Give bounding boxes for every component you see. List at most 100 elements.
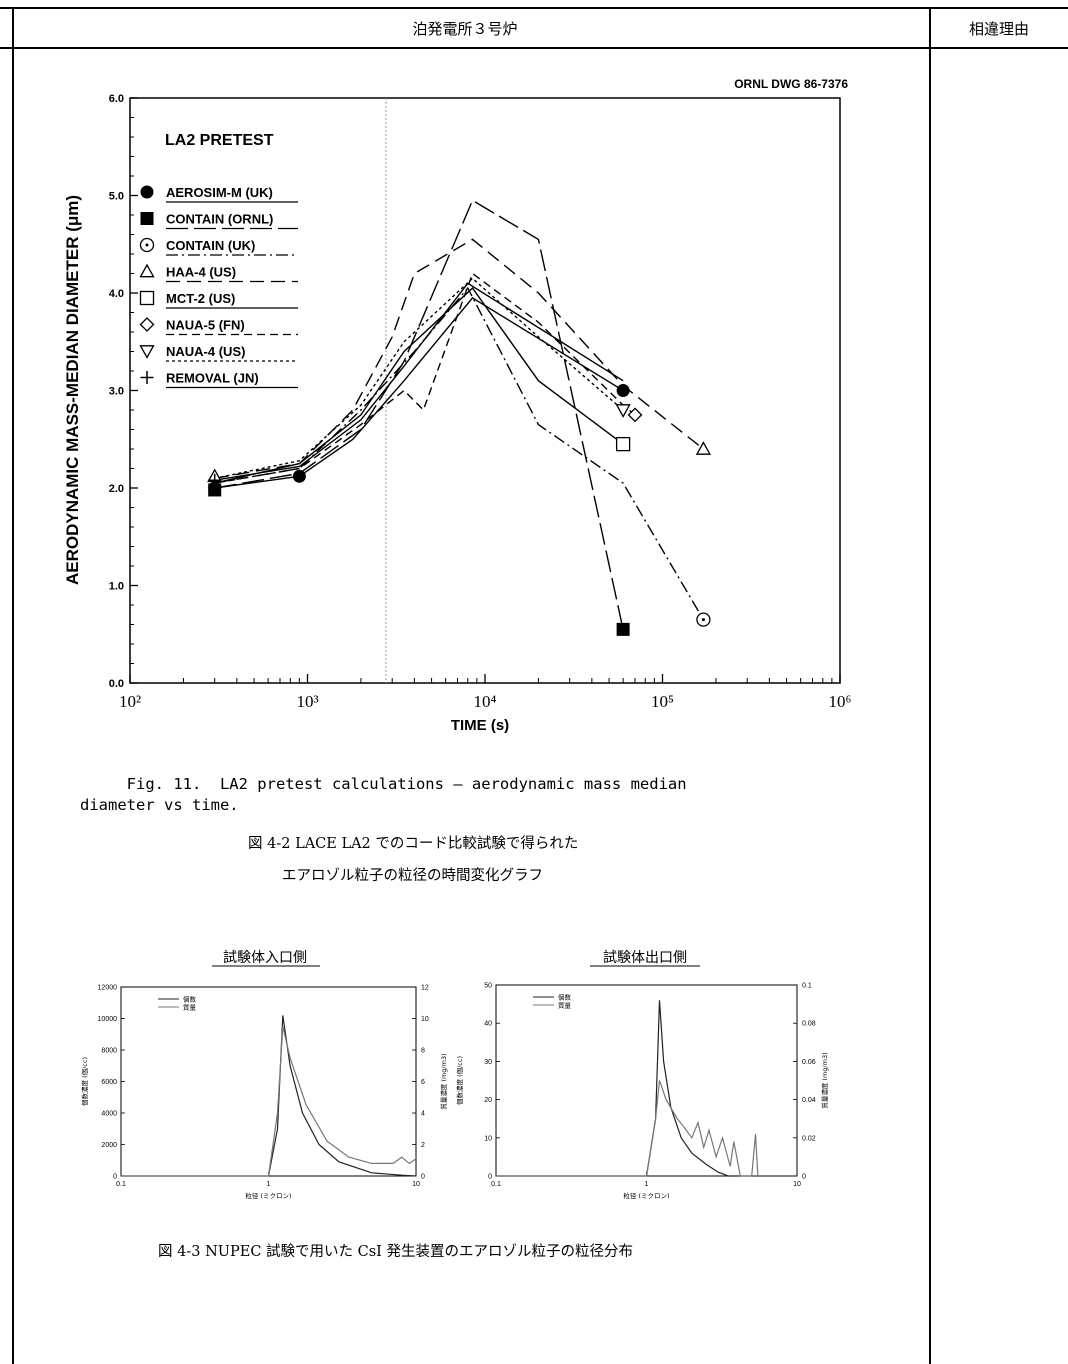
header-title: 泊発電所３号炉 xyxy=(412,20,518,38)
fig1-marker-contain-uk-dot xyxy=(701,618,705,622)
fig2-right-plot-frame xyxy=(495,984,798,1177)
fig2-right-x-axis-label: 粒径 (ミクロン) xyxy=(623,1191,669,1200)
left-column-border xyxy=(12,7,14,1364)
fig2-left-axes: 0 2000 4000 6000 8000 10000 12000 0 2 4 6 8 10 12 0.1 1… xyxy=(80,985,448,1201)
fig1-legend-label-contain-ornl: CONTAIN (ORNL) xyxy=(166,212,273,227)
fig1-marker-aerosim-m-uk xyxy=(292,469,306,483)
fig2-left-series xyxy=(121,1015,417,1177)
fig2-left-series-mass xyxy=(121,1026,417,1177)
fig2-left-title: 試験体入口側 xyxy=(223,950,307,966)
fig1-legend-marker-contain-uk-dot xyxy=(145,243,149,247)
header-reason: 相違理由 xyxy=(968,20,1029,38)
fig1-series-haa-4-us xyxy=(214,238,704,479)
fig1-xtick-label: 10⁴ xyxy=(474,692,497,711)
fig2-right-legend-label-count: 個数 xyxy=(558,993,572,1002)
fig1-series-mct-2-us xyxy=(214,287,624,484)
fig2-right-y2tick-label: 0.08 xyxy=(802,1021,816,1028)
fig2-left-series-count xyxy=(121,1015,417,1177)
fig1-legend-marker-aerosim-m-uk xyxy=(140,185,154,199)
fig1-marker-contain-ornl xyxy=(208,483,222,497)
fig2-right-xtick-label: 0.1 xyxy=(491,1181,501,1188)
fig1-y-axis-label: AERODYNAMIC MASS-MEDIAN DIAMETER (μm) xyxy=(63,195,82,585)
header-bottom-border xyxy=(0,47,1068,49)
fig2-right-y2tick-label: 0 xyxy=(802,1174,806,1181)
fig2-right-y2-axis-label: 質量濃度 (mg/m3) xyxy=(820,1052,829,1108)
fig1-y-axis: 0.0 1.0 2.0 3.0 4.0 5.0 6.0 xyxy=(109,93,138,690)
fig1-legend-label-mct-2-us: MCT-2 (US) xyxy=(166,291,235,306)
fig2-left-ytick-label: 6000 xyxy=(101,1079,117,1086)
fig1-ytick-label: 6.0 xyxy=(109,93,124,105)
fig2-left-chart: 試験体入口側 0 2000 4000 6000 8000 10000 12000 0 2 4 6 8 1… xyxy=(80,950,448,1200)
fig2-right-ytick-label: 20 xyxy=(484,1097,492,1104)
fig1-marker-aerosim-m-uk xyxy=(616,384,630,397)
fig1-legend: AEROSIM-M (UK) CONTAIN (ORNL) CONTAIN (UK)… xyxy=(139,185,298,389)
fig1-legend-label-naua-5-fn: NAUA-5 (FN) xyxy=(166,318,245,333)
top-border xyxy=(0,7,1068,9)
fig1-marker-haa-4-us xyxy=(695,441,712,455)
fig2-left-plot-frame xyxy=(120,986,417,1177)
fig2-left-y2tick-label: 6 xyxy=(421,1079,425,1086)
fig2-right-ytick-label: 10 xyxy=(484,1135,492,1142)
fig1-ytick-label: 0.0 xyxy=(109,678,124,690)
fig1-ytick-label: 1.0 xyxy=(109,581,124,593)
fig2-right-y2tick-label: 0.02 xyxy=(802,1135,816,1142)
fig1-xtick-label: 10² xyxy=(119,692,141,711)
fig2-left-y2tick-label: 12 xyxy=(421,985,429,992)
fig1-caption-en-line1: Fig. 11. LA2 pretest calculations — aero… xyxy=(80,775,687,793)
fig2-left-ytick-label: 4000 xyxy=(101,1111,117,1118)
fig1-xtick-label: 10³ xyxy=(296,692,318,711)
fig1-legend-marker-removal-jn xyxy=(140,371,154,384)
fig2-left-y2tick-label: 4 xyxy=(421,1111,425,1118)
fig1-chart: ORNL DWG 86-7376 LA2 PRETEST 0.0 1.0 2.0 3.… xyxy=(63,77,852,734)
fig2-right-series-mass xyxy=(496,1080,759,1177)
fig1-legend-marker-mct-2-us xyxy=(139,290,155,306)
fig1-marker-naua-4-us xyxy=(615,404,631,418)
fig2-left-y2tick-label: 2 xyxy=(421,1142,425,1149)
fig1-marker-removal-jn xyxy=(208,473,222,487)
fig2-right-ytick-label: 40 xyxy=(484,1021,492,1028)
fig2-left-ytick-label: 0 xyxy=(113,1174,117,1181)
fig2-right-y-axis-label: 個数濃度 (個/cc) xyxy=(455,1056,464,1105)
fig1-series-naua-4-us xyxy=(214,277,624,479)
fig1-legend-marker-haa-4-us xyxy=(139,263,155,278)
fig1-caption-jp-line2: エアロゾル粒子の粒径の時間変化グラフ xyxy=(282,868,543,884)
fig1-marker-mct-2-us xyxy=(615,436,631,452)
right-column-border xyxy=(929,7,931,1364)
fig2-left-y2tick-label: 0 xyxy=(421,1174,425,1181)
fig2-right-y2tick-label: 0.04 xyxy=(802,1097,816,1104)
fig1-legend-marker-naua-4-us xyxy=(139,345,155,359)
fig1-caption-en-line2: diameter vs time. xyxy=(80,796,239,814)
fig2-right-ytick-label: 30 xyxy=(484,1059,492,1066)
fig1-x-axis: 10² 10³ 10⁴ 10⁵ 10⁶ xyxy=(119,674,852,711)
fig1-series-removal-jn xyxy=(214,282,624,481)
fig1-xtick-label: 10⁶ xyxy=(829,692,852,711)
fig2-left-legend-label-count: 個数 xyxy=(183,995,197,1004)
fig2-right-title: 試験体出口側 xyxy=(603,950,687,966)
fig1-legend-label-aerosim-m-uk: AEROSIM-M (UK) xyxy=(166,185,273,200)
fig2-left-xtick-label: 1 xyxy=(267,1181,271,1188)
fig1-chart-title: LA2 PRETEST xyxy=(165,132,274,149)
fig2-right-ytick-label: 50 xyxy=(484,983,492,990)
fig1-legend-marker-contain-ornl xyxy=(140,212,154,225)
fig1-ytick-label: 5.0 xyxy=(109,191,124,203)
fig2-right-xtick-label: 1 xyxy=(645,1181,649,1188)
fig2-right-ytick-label: 0 xyxy=(488,1174,492,1181)
fig1-legend-label-naua-4-us: NAUA-4 (US) xyxy=(166,344,245,359)
fig1-legend-label-haa-4-us: HAA-4 (US) xyxy=(166,265,236,280)
fig2-right-xtick-label: 10 xyxy=(793,1181,801,1188)
fig2-left-y2tick-label: 8 xyxy=(421,1048,425,1055)
fig2-left-y2-axis-label: 質量濃度 (mg/m3) xyxy=(439,1053,448,1109)
fig2-left-y-axis-label: 個数濃度 (個/cc) xyxy=(80,1057,89,1106)
fig1-marker-naua-5-fn xyxy=(627,407,643,423)
fig2-right-y2tick-label: 0.1 xyxy=(802,983,812,990)
fig1-dwg-label: ORNL DWG 86-7376 xyxy=(734,77,848,91)
fig1-series-contain-ornl xyxy=(214,199,624,630)
fig2-right-chart: 試験体出口側 0102030405000.020.040.060.080.10.… xyxy=(455,950,829,1200)
fig2-right-series xyxy=(496,1000,759,1177)
fig2-left-ytick-label: 8000 xyxy=(101,1048,117,1055)
fig2-right-legend-label-mass: 質量 xyxy=(558,1001,572,1010)
fig2-left-ytick-label: 2000 xyxy=(101,1142,117,1149)
